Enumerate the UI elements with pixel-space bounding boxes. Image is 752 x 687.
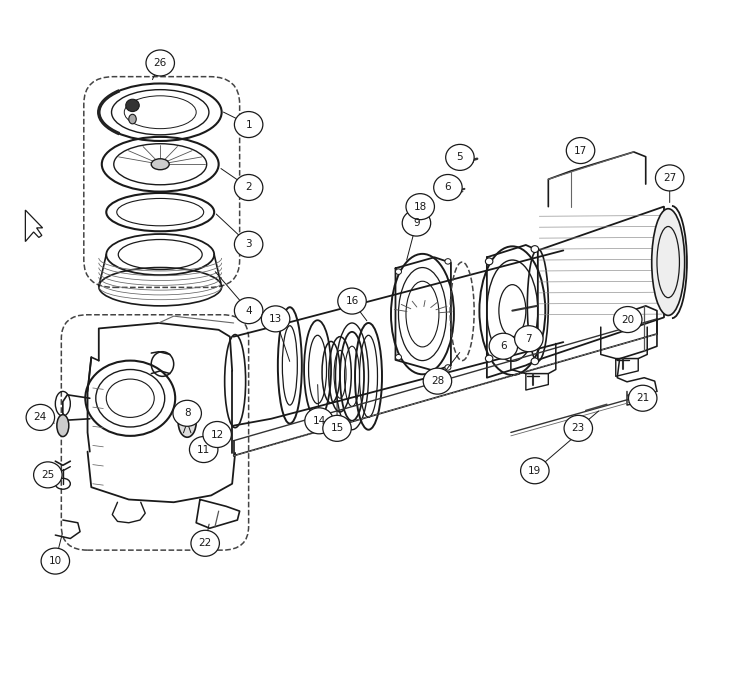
Circle shape [235,174,263,201]
Ellipse shape [57,415,69,436]
Ellipse shape [151,159,169,170]
Circle shape [41,548,70,574]
Circle shape [26,405,55,430]
Circle shape [531,246,538,253]
Text: 5: 5 [456,153,463,162]
Text: 21: 21 [636,393,649,403]
Circle shape [323,416,351,441]
Circle shape [566,137,595,164]
Circle shape [173,401,202,427]
Text: 14: 14 [312,416,326,426]
Text: 1: 1 [245,120,252,130]
Text: 28: 28 [431,376,444,386]
Ellipse shape [126,99,139,111]
Text: 17: 17 [574,146,587,155]
Text: 8: 8 [184,408,190,418]
Text: 24: 24 [34,412,47,423]
Text: 20: 20 [621,315,634,324]
Circle shape [629,385,657,412]
Text: 18: 18 [414,202,427,212]
Ellipse shape [129,114,136,124]
Text: 27: 27 [663,173,676,183]
Circle shape [402,210,431,236]
Text: 22: 22 [199,539,212,548]
Circle shape [445,365,451,370]
Circle shape [262,306,290,332]
Text: 15: 15 [330,423,344,433]
Circle shape [434,174,462,201]
Circle shape [614,306,642,333]
Circle shape [396,269,402,274]
Circle shape [235,232,263,258]
Ellipse shape [652,209,684,315]
Ellipse shape [178,407,196,437]
Circle shape [396,354,402,360]
Text: 19: 19 [528,466,541,476]
Circle shape [305,408,333,433]
Circle shape [520,458,549,484]
Text: 13: 13 [269,314,282,324]
Text: 16: 16 [345,296,359,306]
Circle shape [190,436,218,462]
Text: 25: 25 [41,470,54,480]
Text: 2: 2 [245,183,252,192]
Circle shape [146,50,174,76]
Circle shape [489,333,517,359]
Circle shape [445,259,451,264]
Circle shape [485,258,493,264]
Polygon shape [26,210,43,242]
Text: 9: 9 [413,218,420,228]
Circle shape [564,416,593,441]
Circle shape [203,422,232,447]
Circle shape [34,462,62,488]
Text: 11: 11 [197,444,211,455]
Text: 12: 12 [211,429,224,440]
Text: 6: 6 [500,341,507,351]
Text: 3: 3 [245,239,252,249]
Text: 23: 23 [572,423,585,433]
Circle shape [423,368,452,394]
Text: 4: 4 [245,306,252,315]
Circle shape [235,111,263,137]
Circle shape [485,355,493,362]
Circle shape [338,288,366,314]
Circle shape [514,326,543,352]
Circle shape [446,144,475,170]
Circle shape [406,194,435,220]
Circle shape [531,358,538,365]
Circle shape [235,297,263,324]
Circle shape [191,530,220,556]
Text: 6: 6 [444,183,451,192]
Circle shape [656,165,684,191]
Text: 7: 7 [526,334,532,344]
Text: 26: 26 [153,58,167,68]
Text: 10: 10 [49,556,62,566]
